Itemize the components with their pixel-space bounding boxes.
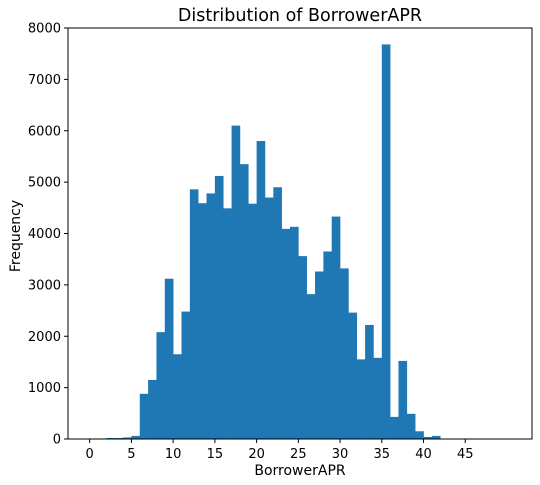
histogram-bar (248, 203, 257, 439)
histogram-bar (264, 197, 274, 439)
histogram-bar (381, 44, 391, 439)
y-tick-label: 2000 (28, 330, 61, 345)
histogram-bar (406, 413, 416, 439)
histogram-bar (323, 251, 333, 439)
bars-group (98, 44, 441, 440)
y-tick-label: 0 (53, 433, 61, 448)
y-axis-ticks: 0 1000 2000 3000 4000 5000 6000 7000 8000 (28, 22, 68, 448)
y-tick-label: 5000 (28, 176, 61, 191)
x-tick-label: 30 (332, 447, 349, 462)
histogram-bar (256, 141, 266, 439)
x-tick-label: 25 (290, 447, 307, 462)
histogram-bar (365, 324, 374, 439)
histogram-bar (139, 393, 149, 439)
histogram-bar (123, 437, 132, 439)
histogram-bar (206, 193, 216, 439)
histogram-bar (239, 164, 249, 440)
histogram-bar (331, 216, 341, 439)
histogram-bar (306, 294, 316, 439)
histogram-bar (423, 436, 433, 439)
histogram-bar (390, 416, 399, 439)
histogram-bar (181, 311, 191, 439)
y-tick-label: 7000 (28, 73, 61, 88)
histogram-bar (164, 278, 174, 439)
x-tick-label: 10 (165, 447, 182, 462)
histogram-bar (148, 379, 157, 439)
y-tick-label: 3000 (28, 278, 61, 293)
y-axis-label: Frequency (8, 200, 24, 272)
x-axis-ticks: 0 5 10 15 20 25 30 35 40 45 (86, 439, 474, 462)
histogram-bar (106, 437, 116, 439)
histogram-bar (356, 359, 366, 439)
x-tick-label: 45 (457, 447, 474, 462)
histogram-bar (315, 271, 324, 439)
histogram-bar (198, 203, 207, 439)
y-tick-label: 6000 (28, 124, 61, 139)
x-tick-label: 20 (248, 447, 265, 462)
y-tick-label: 8000 (28, 22, 61, 37)
histogram-bar (273, 187, 282, 439)
histogram-bar (223, 208, 232, 439)
histogram-bar (431, 435, 441, 439)
histogram-bar (289, 226, 299, 439)
histogram-bar (398, 360, 408, 439)
histogram-bar (231, 125, 241, 440)
chart-title: Distribution of BorrowerAPR (178, 6, 422, 26)
y-tick-label: 1000 (28, 381, 61, 396)
histogram-bar (189, 189, 199, 439)
histogram-bar (156, 332, 166, 439)
histogram-bar (348, 312, 358, 439)
histogram-bar (214, 175, 224, 439)
histogram-bar (173, 354, 182, 439)
x-tick-label: 15 (207, 447, 224, 462)
histogram-bar (415, 431, 424, 439)
histogram-bar (340, 268, 349, 439)
x-tick-label: 35 (374, 447, 391, 462)
x-tick-label: 5 (127, 447, 135, 462)
y-tick-label: 4000 (28, 227, 61, 242)
histogram-bar (281, 228, 291, 439)
histogram-bar (131, 435, 141, 439)
histogram-bar (298, 256, 307, 439)
x-tick-label: 0 (86, 447, 94, 462)
histogram-bar (114, 437, 124, 439)
histogram-bar (373, 357, 383, 439)
x-axis-label: BorrowerAPR (254, 463, 346, 479)
x-tick-label: 40 (415, 447, 432, 462)
